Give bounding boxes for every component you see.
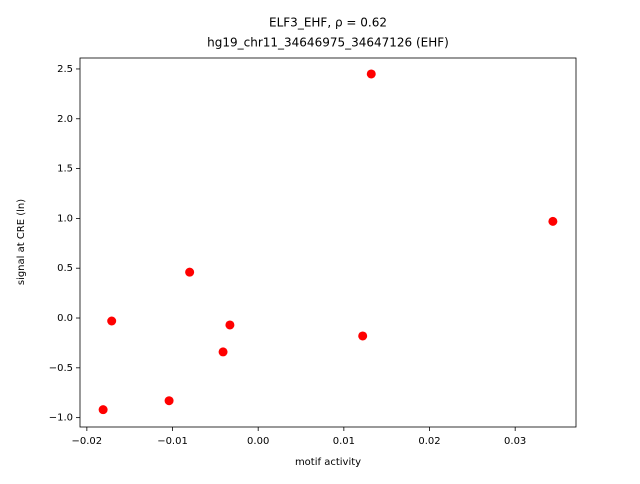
y-tick-label: 2.0 xyxy=(57,114,73,125)
y-tick-label: 1.5 xyxy=(57,164,73,175)
point xyxy=(548,216,558,226)
y-tick-label: −1.0 xyxy=(49,413,73,424)
x-tick-label: 0.00 xyxy=(247,436,269,447)
plot-frame xyxy=(79,57,577,428)
y-tick-label: 0.5 xyxy=(57,263,73,274)
point xyxy=(107,316,117,326)
x-tick-label: −0.01 xyxy=(157,436,188,447)
y-tick-label: 1.0 xyxy=(57,213,73,224)
chart-subtitle: hg19_chr11_34646975_34647126 (EHF) xyxy=(207,36,449,50)
point xyxy=(98,405,108,415)
y-tick-label: 0.0 xyxy=(57,313,73,324)
y-tick-label: −0.5 xyxy=(49,363,73,374)
chart-title: ELF3_EHF, ρ = 0.62 xyxy=(269,16,387,30)
point xyxy=(218,347,228,357)
x-tick-label: 0.02 xyxy=(418,436,440,447)
x-tick-label: 0.03 xyxy=(504,436,526,447)
y-tick-label: 2.5 xyxy=(57,64,73,75)
x-tick-label: 0.01 xyxy=(333,436,355,447)
point xyxy=(358,331,368,341)
y-axis-label: signal at CRE (ln) xyxy=(16,199,27,285)
x-tick-label: −0.02 xyxy=(72,436,103,447)
point xyxy=(185,267,195,277)
point xyxy=(164,396,174,406)
x-axis-label: motif activity xyxy=(295,457,361,468)
point xyxy=(225,320,235,330)
point xyxy=(366,69,376,79)
